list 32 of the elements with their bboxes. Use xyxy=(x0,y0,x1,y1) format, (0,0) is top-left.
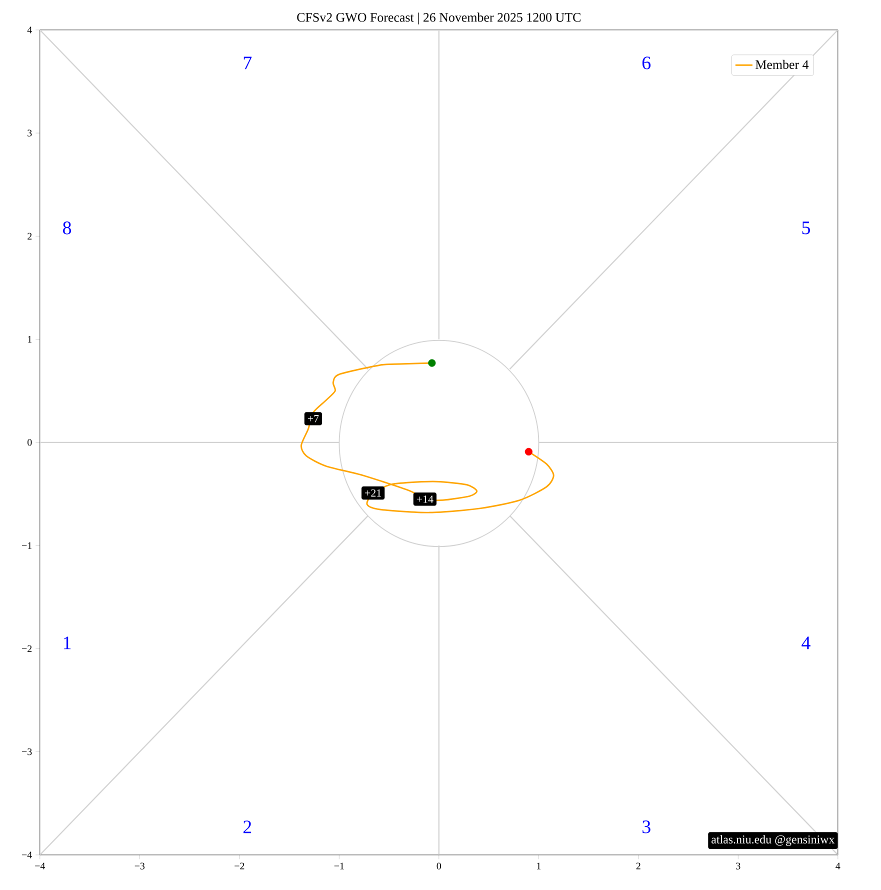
point xyxy=(428,359,436,367)
y-tick-label: 0 xyxy=(28,439,32,446)
x-tick-label: −2 xyxy=(234,862,244,870)
point xyxy=(524,448,532,456)
y-tick-label: 1 xyxy=(28,336,32,343)
annotation: +7 xyxy=(308,415,319,422)
x-tick-label: −3 xyxy=(134,862,145,870)
y-tick-label: −1 xyxy=(22,542,32,549)
annotation: 7 xyxy=(244,56,252,70)
x-tick-label: 2 xyxy=(636,862,640,870)
annotation: 2 xyxy=(243,820,252,834)
y-tick-label: 4 xyxy=(27,26,32,34)
x-tick-label: 4 xyxy=(836,862,840,870)
x-tick-label: −1 xyxy=(334,862,344,870)
x-tick-label: 3 xyxy=(736,862,740,870)
annotation: 4 xyxy=(802,636,810,650)
annotation: 3 xyxy=(642,820,650,834)
annotation: atlas.niu.edu @gensiniwx xyxy=(712,835,835,846)
y-tick-label: 3 xyxy=(28,130,32,136)
legend-label: Member 4 xyxy=(756,60,809,69)
annotation: 1 xyxy=(64,636,71,650)
x-tick-label: 1 xyxy=(537,862,541,870)
chart-title: CFSv2 GWO Forecast | 26 November 2025 1200 UTC xyxy=(297,12,580,24)
annotation: 8 xyxy=(63,222,72,234)
y-tick-label: 2 xyxy=(28,232,32,240)
y-tick-label: −4 xyxy=(22,852,32,858)
x-tick-label: −4 xyxy=(35,862,46,870)
x-tick-label: 0 xyxy=(436,862,442,870)
annotation: 5 xyxy=(802,222,810,234)
y-tick-label: −3 xyxy=(22,748,32,756)
annotation: 6 xyxy=(642,56,651,70)
y-tick-label: −2 xyxy=(22,645,32,652)
